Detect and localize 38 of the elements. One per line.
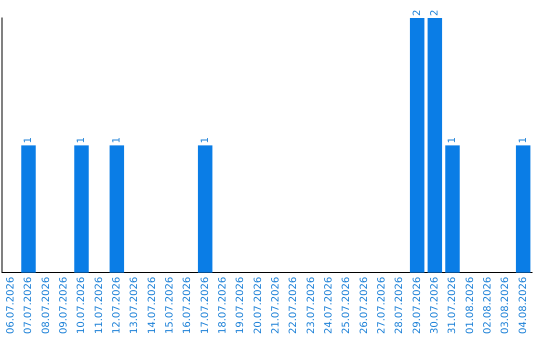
x-tick-label: 14.07.2026 [146,276,158,334]
x-tick-label: 06.07.2026 [5,276,16,334]
x-tick-label: 11.07.2026 [94,276,105,334]
x-tick-label: 21.07.2026 [270,276,282,334]
data-label: 2 [429,10,440,16]
x-tick-label: 24.07.2026 [323,276,334,334]
data-label: 1 [111,136,122,144]
x-tick-label: 19.07.2026 [235,276,246,334]
x-tick-label: 01.08.2026 [464,276,476,334]
x-tick-label: 07.07.2026 [23,276,34,334]
x-tick-label: 26.07.2026 [358,276,370,334]
data-label: 1 [447,136,458,144]
x-tick-label: 27.07.2026 [376,276,388,334]
x-tick-label: 10.07.2026 [76,276,88,334]
data-label: 1 [76,136,88,144]
x-tick-label: 23.07.2026 [306,276,317,334]
x-tick-label: 30.07.2026 [429,276,440,334]
x-tick-label: 18.07.2026 [217,276,228,334]
x-tick-label: 08.07.2026 [40,276,52,334]
data-label: 2 [412,10,423,16]
x-tick-label: 03.08.2026 [500,276,512,334]
x-tick-label: 22.07.2026 [288,276,300,334]
x-tick-label: 20.07.2026 [252,276,264,334]
x-tick-label: 17.07.2026 [200,276,211,334]
data-label: 1 [518,136,529,144]
x-tick-label: 31.07.2026 [447,276,458,334]
x-tick-label: 28.07.2026 [394,276,406,334]
x-tick-label: 15.07.2026 [164,276,176,334]
x-tick-label: 02.08.2026 [482,276,494,334]
data-label: 1 [200,136,211,144]
x-tick-label: 25.07.2026 [341,276,352,334]
x-tick-label: 29.07.2026 [412,276,423,334]
x-tick-label: 13.07.2026 [129,276,140,334]
x-tick-label: 12.07.2026 [111,276,122,334]
x-tick-label: 04.08.2026 [518,276,529,334]
x-tick-label: 16.07.2026 [182,276,194,334]
data-label: 1 [23,136,34,144]
x-tick-label: 09.07.2026 [58,276,70,334]
